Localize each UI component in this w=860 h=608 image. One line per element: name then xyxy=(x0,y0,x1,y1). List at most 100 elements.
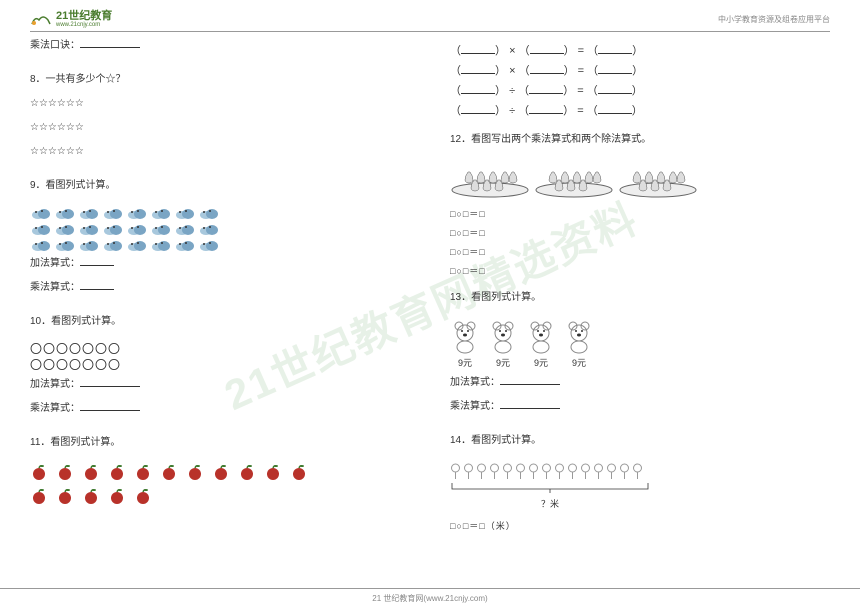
apple-icon xyxy=(238,463,256,481)
cloud-icon xyxy=(78,238,100,252)
cloud-icon xyxy=(78,206,100,220)
q11-title: 11．看图列式计算。 xyxy=(30,435,410,451)
left-column: 乘法口诀： 8．一共有多少个☆？ ☆☆☆☆☆☆ ☆☆☆☆☆☆ ☆☆☆☆☆☆ 9．… xyxy=(30,38,410,580)
blank xyxy=(500,399,560,409)
bear-icon xyxy=(450,320,480,354)
lollipop-icon xyxy=(580,463,591,479)
cloud-icon xyxy=(174,206,196,220)
cloud-icon xyxy=(102,238,124,252)
logo-main: 21世纪教育 xyxy=(56,11,112,22)
bear-price: 9元 xyxy=(526,356,556,369)
q12-l2: □○□＝□ xyxy=(450,226,830,239)
q12-title: 12．看图写出两个乘法算式和两个除法算式。 xyxy=(450,132,830,148)
q9-add: 加法算式： xyxy=(30,256,410,272)
logo-sub: www.21cnjy.com xyxy=(56,22,112,28)
cloud-icon xyxy=(150,206,172,220)
q12-l4: □○□＝□ xyxy=(450,264,830,277)
cloud-icon xyxy=(198,206,220,220)
lollipop-icon xyxy=(489,463,500,479)
plate-icon xyxy=(534,162,614,198)
lollipop-icon xyxy=(450,463,461,479)
apple-icon xyxy=(134,487,152,505)
bear-item: 9元 xyxy=(526,320,556,369)
apple-icon xyxy=(134,463,152,481)
q10-mul: 乘法算式： xyxy=(30,401,410,417)
formula-block: （） × （） = （） （） × （） = （） （） ÷ （） = （） （… xyxy=(450,38,830,122)
right-column: （） × （） = （） （） × （） = （） （） ÷ （） = （） （… xyxy=(450,38,830,580)
apple-icon xyxy=(186,463,204,481)
bear-item: 9元 xyxy=(564,320,594,369)
cloud-icon xyxy=(198,238,220,252)
lollipop-icon xyxy=(463,463,474,479)
q12-l3: □○□＝□ xyxy=(450,245,830,258)
page-content: 乘法口诀： 8．一共有多少个☆？ ☆☆☆☆☆☆ ☆☆☆☆☆☆ ☆☆☆☆☆☆ 9．… xyxy=(30,38,830,580)
lolli-row xyxy=(450,463,830,479)
bracket: ？米 xyxy=(450,481,830,510)
bear-icon xyxy=(526,320,556,354)
q9-title: 9．看图列式计算。 xyxy=(30,178,410,194)
cloud-icon xyxy=(30,206,52,220)
cloud-icon xyxy=(126,222,148,236)
apple-icon xyxy=(82,463,100,481)
q12-l1: □○□＝□ xyxy=(450,207,830,220)
blank xyxy=(80,280,114,290)
cloud-icon xyxy=(150,238,172,252)
lollipop-icon xyxy=(528,463,539,479)
apple-icon xyxy=(56,463,74,481)
cloud-icon xyxy=(102,206,124,220)
plate-icon xyxy=(618,162,698,198)
blank xyxy=(80,401,140,411)
blank xyxy=(80,377,140,387)
q10-title: 10．看图列式计算。 xyxy=(30,314,410,330)
q14-lollipops: ？米 xyxy=(450,463,830,510)
formula-row: （） × （） = （） xyxy=(450,42,830,58)
cloud-icon xyxy=(198,222,220,236)
lollipop-icon xyxy=(593,463,604,479)
q9-clouds xyxy=(30,206,230,252)
apple-icon xyxy=(108,487,126,505)
q8-stars-1: ☆☆☆☆☆☆ xyxy=(30,96,410,112)
apple-icon xyxy=(56,487,74,505)
cloud-icon xyxy=(150,222,172,236)
bear-item: 9元 xyxy=(488,320,518,369)
header-right: 中小学教育资源及组卷应用平台 xyxy=(718,14,830,25)
mul-phrase-line: 乘法口诀： xyxy=(30,38,410,54)
cloud-icon xyxy=(54,206,76,220)
bear-price: 9元 xyxy=(488,356,518,369)
q13-add: 加法算式： xyxy=(450,375,830,391)
blank xyxy=(80,256,114,266)
apple-icon xyxy=(290,463,308,481)
cloud-icon xyxy=(30,238,52,252)
q13-mul: 乘法算式： xyxy=(450,399,830,415)
formula-row: （） × （） = （） xyxy=(450,62,830,78)
bear-item: 9元 xyxy=(450,320,480,369)
lollipop-icon xyxy=(476,463,487,479)
q12-plates xyxy=(450,162,830,198)
formula-row: （） ÷ （） = （） xyxy=(450,102,830,118)
q14-expr: □○□＝□（米） xyxy=(450,519,830,532)
cloud-icon xyxy=(174,238,196,252)
lollipop-icon xyxy=(632,463,643,479)
cloud-icon xyxy=(30,222,52,236)
blank xyxy=(80,38,140,48)
bear-icon xyxy=(488,320,518,354)
lollipop-icon xyxy=(502,463,513,479)
q13-bears: 9元 9元 9元 9元 xyxy=(450,320,830,369)
apple-icon xyxy=(82,487,100,505)
q13-title: 13．看图列式计算。 xyxy=(450,290,830,306)
bear-icon xyxy=(564,320,594,354)
cloud-icon xyxy=(78,222,100,236)
cloud-icon xyxy=(126,206,148,220)
q8-stars-3: ☆☆☆☆☆☆ xyxy=(30,144,410,160)
logo-icon xyxy=(30,10,52,28)
cloud-icon xyxy=(174,222,196,236)
blank xyxy=(500,375,560,385)
page-footer: 21 世纪教育网(www.21cnjy.com) xyxy=(0,588,860,604)
page-header: 21世纪教育 www.21cnjy.com 中小学教育资源及组卷应用平台 xyxy=(30,10,830,32)
q11-apples xyxy=(30,463,330,505)
q10-add: 加法算式： xyxy=(30,377,410,393)
apple-icon xyxy=(160,463,178,481)
apple-icon xyxy=(108,463,126,481)
cloud-icon xyxy=(54,238,76,252)
q8-stars-2: ☆☆☆☆☆☆ xyxy=(30,120,410,136)
